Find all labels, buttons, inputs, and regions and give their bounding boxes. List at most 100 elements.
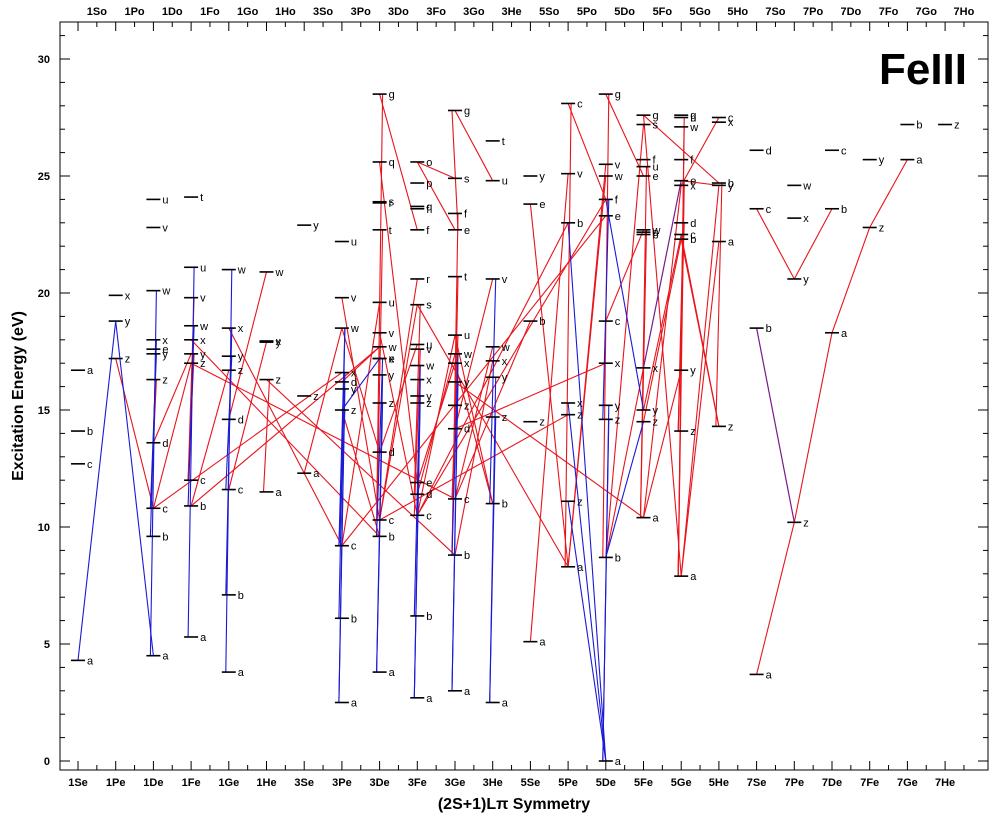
transition-line-red xyxy=(341,346,380,383)
energy-level-label: w xyxy=(161,286,170,298)
energy-level-label: w xyxy=(199,321,208,333)
transition-line-blue xyxy=(77,321,117,661)
energy-level-label: z xyxy=(615,414,621,426)
transition-line-red xyxy=(417,161,456,179)
energy-level-label: w xyxy=(425,361,434,373)
transition-line-red xyxy=(379,304,418,521)
transition-line-blue xyxy=(413,365,421,616)
energy-level-label: e xyxy=(539,199,545,211)
energy-level-label: t xyxy=(464,272,467,284)
energy-level-label: e xyxy=(615,211,621,223)
energy-level-label: b xyxy=(162,531,168,543)
energy-level-label: u xyxy=(653,162,659,174)
x-tick-labels-top: 1So 1Po 1Do 1Fo 1Go 1Ho 3So 3Po 3Do 3Fo 3Go 3He 5So 5… xyxy=(87,6,975,18)
transition-line-blue xyxy=(602,405,610,762)
energy-level-label: a xyxy=(351,698,358,710)
energy-level-label: x xyxy=(690,180,696,192)
x-tick-label-top: 1Ho xyxy=(275,6,296,18)
x-tick-label-top: 7Do xyxy=(840,6,861,18)
energy-level-label: s xyxy=(653,120,659,132)
energy-level-label: z xyxy=(728,421,734,433)
x-tick-label-top: 5Fo xyxy=(653,6,673,18)
transition-line-blue xyxy=(489,377,497,703)
x-tick-label-top: 7So xyxy=(765,6,785,18)
energy-level-label: z xyxy=(162,375,168,387)
energy-level-label: b xyxy=(577,218,583,230)
transition-line-blue xyxy=(451,353,459,556)
energy-level-label: f xyxy=(464,208,468,220)
transition-line-red xyxy=(152,363,192,509)
energy-level-label: u xyxy=(464,330,470,342)
transition-line-blue xyxy=(605,199,645,411)
level-labels: acbazyxabcdezyxwvuabczyxwvutabcdzyxwazyx… xyxy=(87,89,960,768)
transition-line-red xyxy=(605,93,644,177)
x-tick-label-top: 5Go xyxy=(689,6,711,18)
energy-level-label: x xyxy=(238,323,244,335)
energy-level-label: c xyxy=(238,485,244,497)
energy-level-label: z xyxy=(125,354,131,366)
transition-line-red xyxy=(643,114,720,184)
transition-line-red xyxy=(341,297,381,521)
transition-line-red xyxy=(605,124,645,558)
x-tick-label-top: 3So xyxy=(313,6,333,18)
transition-line-red xyxy=(680,185,720,577)
energy-level-label: c xyxy=(653,227,659,239)
energy-level-label: z xyxy=(426,398,432,410)
transition-line-red xyxy=(228,327,343,546)
energy-level-label: c xyxy=(615,316,621,328)
energy-level-label: y xyxy=(502,372,508,384)
energy-level-label: w xyxy=(275,267,284,279)
x-tick-label-bottom: 1Pe xyxy=(106,777,126,789)
energy-level-label: y xyxy=(238,351,244,363)
transition-line-red xyxy=(266,379,456,556)
energy-level-label: v xyxy=(389,328,395,340)
energy-level-label: z xyxy=(351,405,357,417)
transition-line-red xyxy=(529,204,569,567)
x-tick-label-bottom: 7Ge xyxy=(897,777,918,789)
transition-line-red xyxy=(416,304,569,568)
energy-level-label: g xyxy=(389,89,395,101)
energy-level-label: u xyxy=(200,262,206,274)
x-tick-label-bottom: 1Se xyxy=(68,777,88,789)
energy-level-label: z xyxy=(539,417,545,429)
plot-frame xyxy=(59,21,989,771)
energy-level-label: b xyxy=(766,323,772,335)
energy-level-label: t xyxy=(502,136,505,148)
transition-line-blue xyxy=(376,374,384,673)
energy-level-label: a xyxy=(276,487,283,499)
transition-line-red xyxy=(416,161,456,231)
x-tick-label-bottom: 3Pe xyxy=(332,777,352,789)
energy-level-label: h xyxy=(690,113,696,125)
energy-level-label: y xyxy=(539,171,545,183)
energy-level-label: b xyxy=(238,590,244,602)
energy-level-label: a xyxy=(238,667,245,679)
transition-lines xyxy=(77,93,908,762)
transition-line-red xyxy=(454,110,494,181)
energy-level-label: b xyxy=(653,230,659,242)
x-tick-label-top: 7Po xyxy=(803,6,823,18)
energy-level-label: c xyxy=(87,459,93,471)
energy-level-label: z xyxy=(464,400,470,412)
x-tick-label-top: 1So xyxy=(87,6,107,18)
transition-line-blue xyxy=(602,199,610,420)
y-axis-title: Excitation Energy (eV) xyxy=(10,311,27,481)
energy-level-label: f xyxy=(615,194,619,206)
transition-line-red xyxy=(341,327,381,453)
energy-level-label: a xyxy=(766,669,773,681)
transition-line-red xyxy=(454,360,494,556)
energy-level-label: x xyxy=(162,335,168,347)
energy-level-label: a xyxy=(313,468,320,480)
x-tick-label-top: 3Fo xyxy=(426,6,446,18)
energy-level-label: u xyxy=(162,194,168,206)
energy-level-label: v xyxy=(577,169,583,181)
y-tick-label: 5 xyxy=(44,639,50,651)
energy-level-label: a xyxy=(87,655,94,667)
transition-line-red xyxy=(228,271,268,420)
x-tick-label-bottom: 1Ge xyxy=(218,777,239,789)
energy-level-label: y xyxy=(653,405,659,417)
chart-title: FeIII xyxy=(879,45,967,94)
x-tick-label-top: 3Do xyxy=(388,6,409,18)
energy-level-label: y xyxy=(426,391,432,403)
energy-level-label: d xyxy=(162,438,168,450)
